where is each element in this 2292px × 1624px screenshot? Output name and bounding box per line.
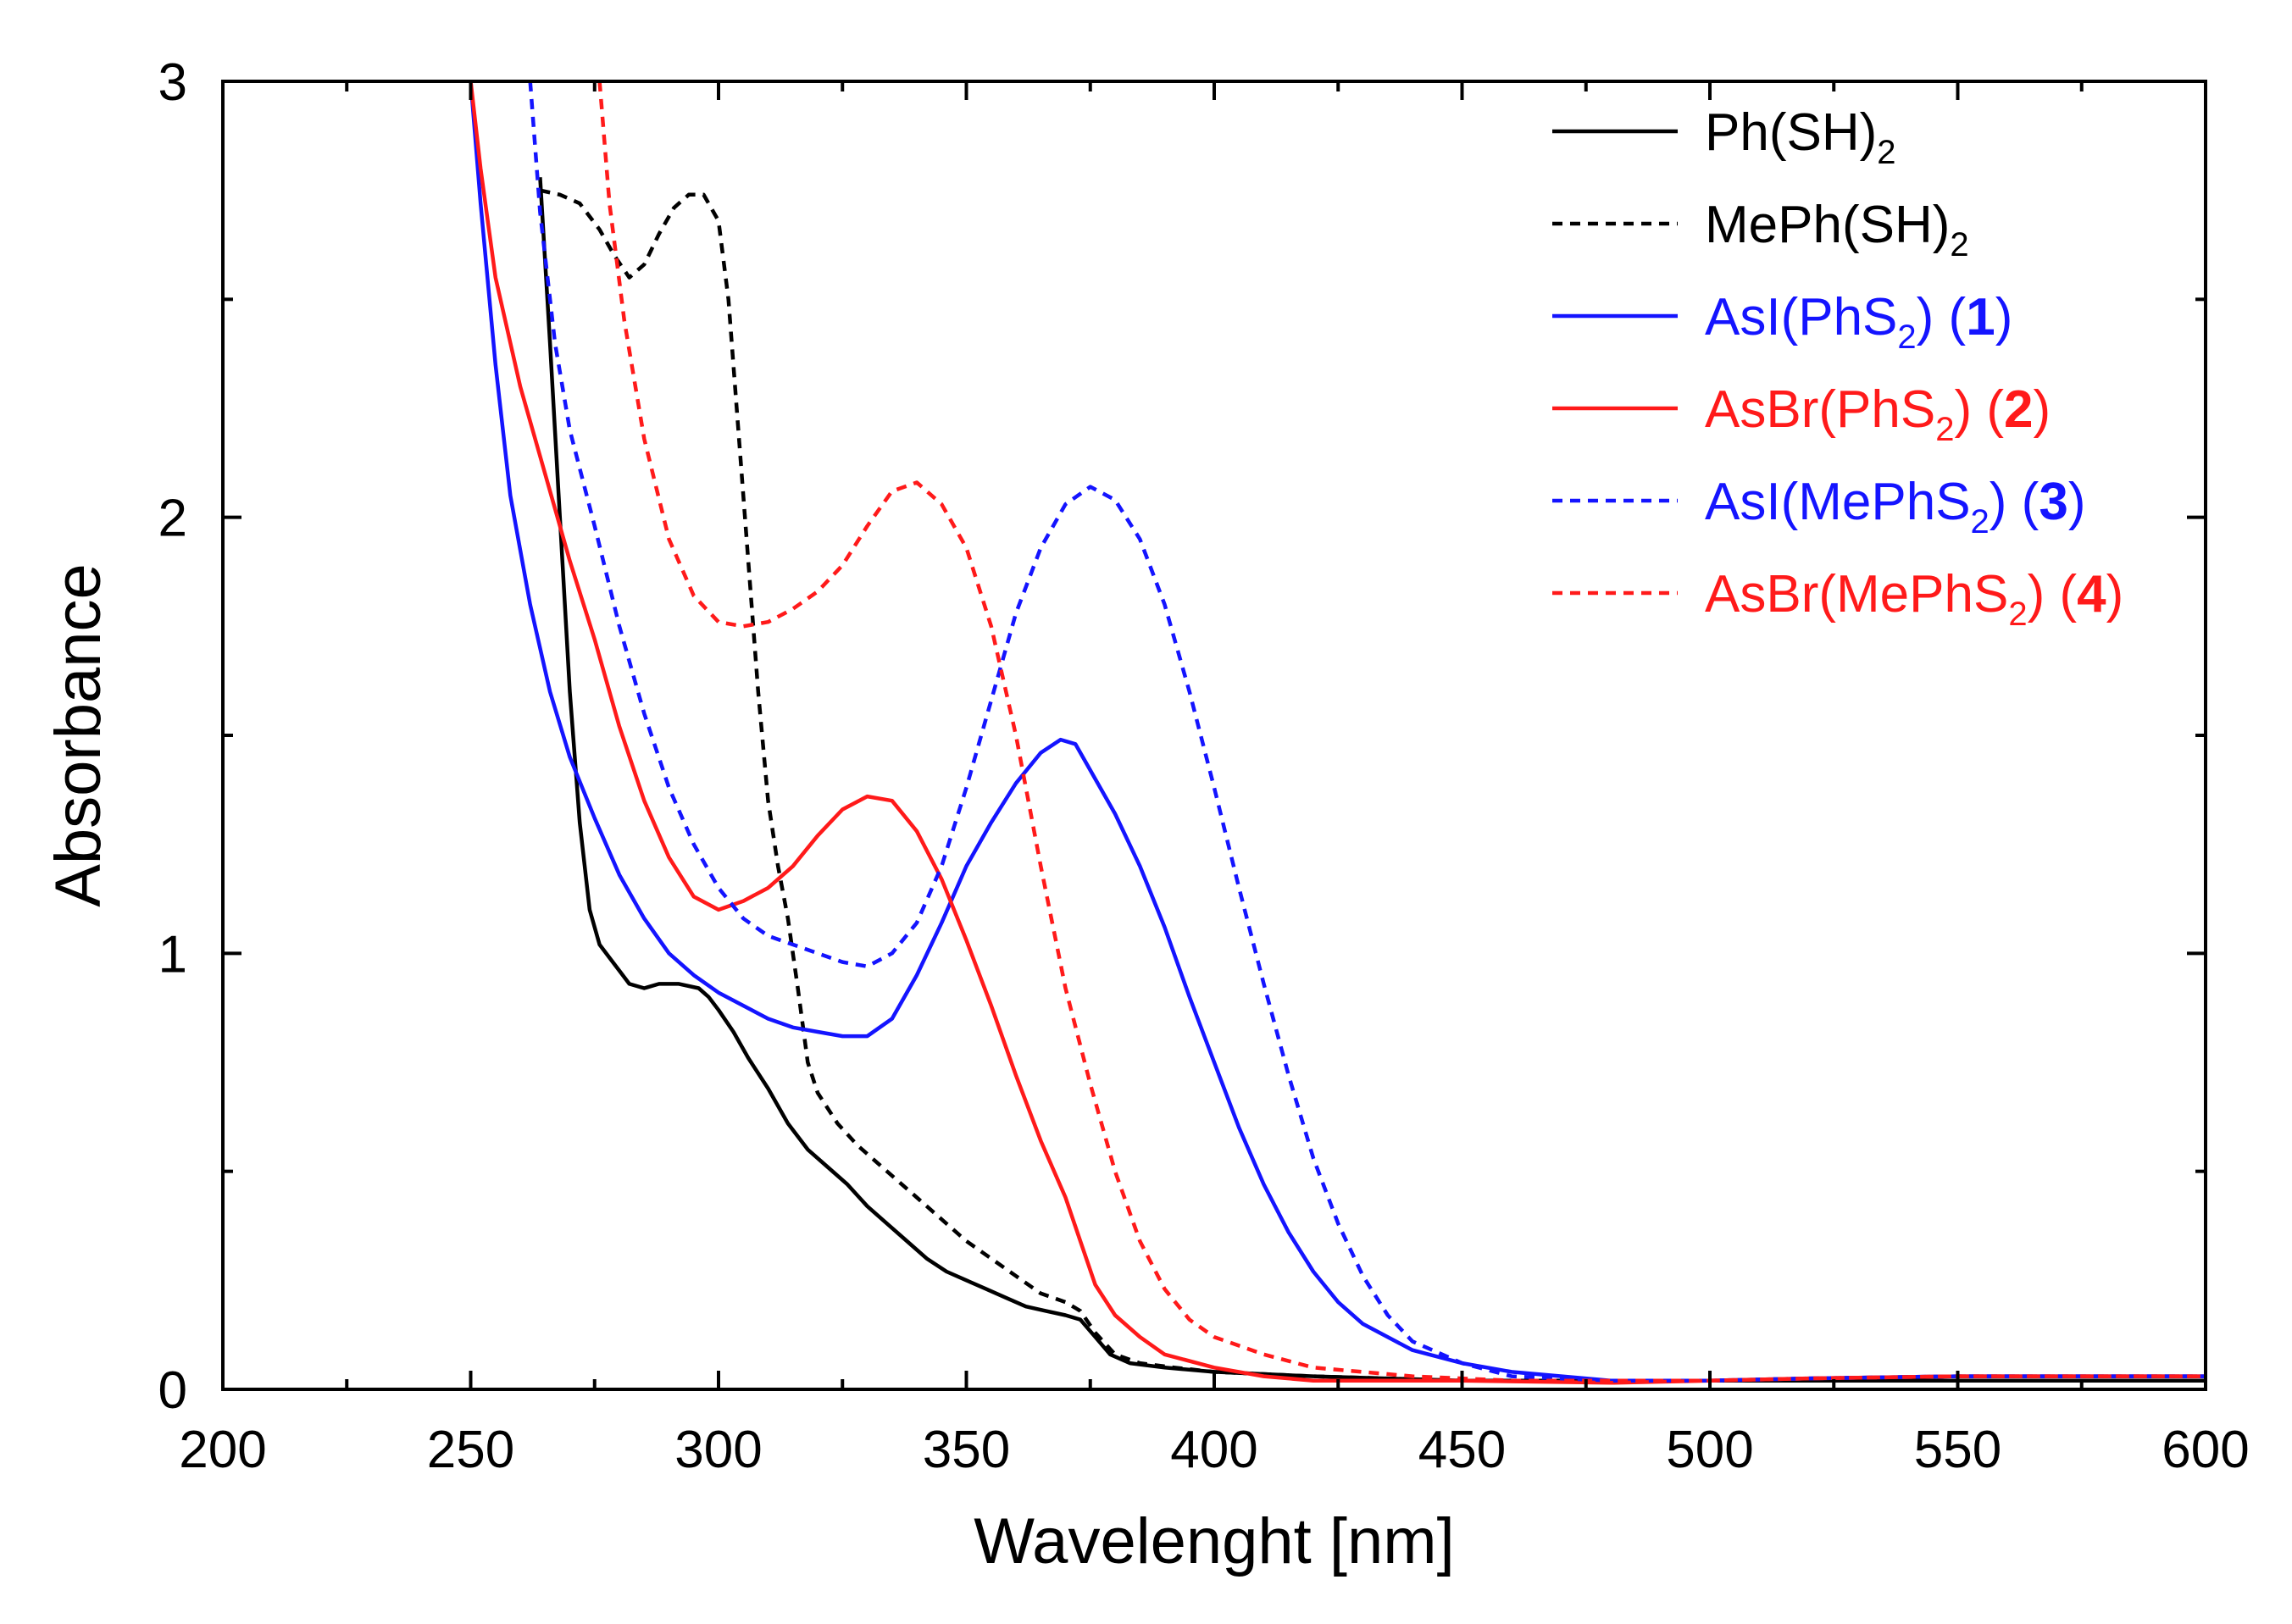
ticks-layer: 200 250 300 350 400 450 500 550 600 0 1 2 3 bbox=[158, 53, 2250, 1479]
x-tick-label: 500 bbox=[1666, 1421, 1753, 1479]
x-axis-title: Wavelenght [nm] bbox=[974, 1505, 1454, 1577]
y-tick-label: 0 bbox=[158, 1361, 187, 1420]
x-tick-label: 450 bbox=[1418, 1421, 1506, 1479]
legend: Ph(SH)2 MePh(SH)2 AsI(PhS2) (1) AsBr(PhS2) … bbox=[1552, 103, 2123, 633]
x-tick-label: 600 bbox=[2162, 1421, 2249, 1479]
legend-label-1: Ph(SH)2 bbox=[1705, 103, 1896, 171]
plot-frame bbox=[221, 80, 2207, 1391]
series-line-5 bbox=[528, 81, 2206, 1383]
series-line-2 bbox=[539, 188, 2206, 1383]
y-tick-label: 3 bbox=[158, 53, 187, 112]
x-tick-label: 550 bbox=[1914, 1421, 2001, 1479]
series-line-6 bbox=[597, 81, 2206, 1383]
legend-label-3: AsI(PhS2) (1) bbox=[1705, 288, 2012, 356]
series-line-4 bbox=[469, 81, 2206, 1385]
legend-label-4: AsBr(PhS2) (2) bbox=[1705, 380, 2051, 448]
legend-label-5: AsI(MePhS2) (3) bbox=[1705, 473, 2085, 540]
y-tick-label: 1 bbox=[158, 925, 187, 984]
x-tick-label: 200 bbox=[179, 1421, 266, 1479]
x-tick-label: 250 bbox=[427, 1421, 514, 1479]
series-line-3 bbox=[469, 81, 2206, 1383]
legend-label-2: MePh(SH)2 bbox=[1705, 196, 1969, 263]
x-tick-label: 300 bbox=[674, 1421, 762, 1479]
legend-label-6: AsBr(MePhS2) (4) bbox=[1705, 565, 2123, 633]
y-tick-label: 2 bbox=[158, 490, 187, 548]
x-tick-label: 350 bbox=[923, 1421, 1010, 1479]
x-tick-label: 400 bbox=[1170, 1421, 1257, 1479]
y-axis-title: Absorbance bbox=[42, 563, 114, 907]
series-layer bbox=[469, 81, 2206, 1385]
